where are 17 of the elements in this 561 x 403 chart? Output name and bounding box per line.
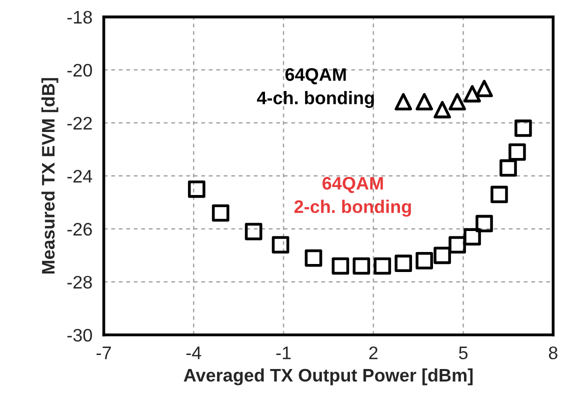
series-label: 64QAM 4-ch. bonding (256, 68, 374, 108)
x-tick-label: 5 (458, 346, 468, 360)
x-tick-label: -7 (96, 346, 111, 360)
x-tick-label: 8 (548, 346, 558, 360)
y-tick-label: -26 (67, 222, 92, 236)
y-tick-label: -18 (67, 10, 92, 24)
y-tick-label: -24 (67, 170, 92, 182)
series-label: 64QAM 2-ch. bonding (294, 176, 411, 217)
x-tick-label: -4 (186, 346, 202, 360)
y-tick-label: -20 (67, 64, 92, 77)
x-tick-label: 2 (369, 346, 378, 360)
x-tick-label: -1 (276, 346, 291, 360)
y-tick-label: -22 (67, 116, 92, 130)
x-axis-title: Averaged TX Output Power [dBm] (184, 368, 473, 386)
y-tick-label: -28 (67, 276, 92, 289)
y-axis-title: Measured TX EVM [dB] (41, 78, 58, 274)
y-tick-label: -30 (67, 328, 92, 342)
